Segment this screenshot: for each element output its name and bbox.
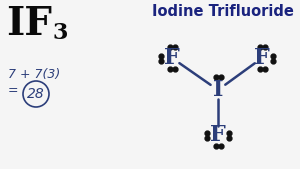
Text: F: F: [254, 47, 270, 69]
Text: F: F: [210, 124, 226, 146]
Text: I: I: [213, 79, 223, 101]
Text: 3: 3: [52, 22, 68, 44]
Text: F: F: [164, 47, 180, 69]
Text: Iodine Trifluoride: Iodine Trifluoride: [152, 4, 294, 19]
Text: 7 + 7(3): 7 + 7(3): [8, 68, 60, 81]
Text: IF: IF: [6, 5, 52, 43]
Text: =: =: [8, 84, 22, 97]
Text: 28: 28: [27, 87, 45, 101]
